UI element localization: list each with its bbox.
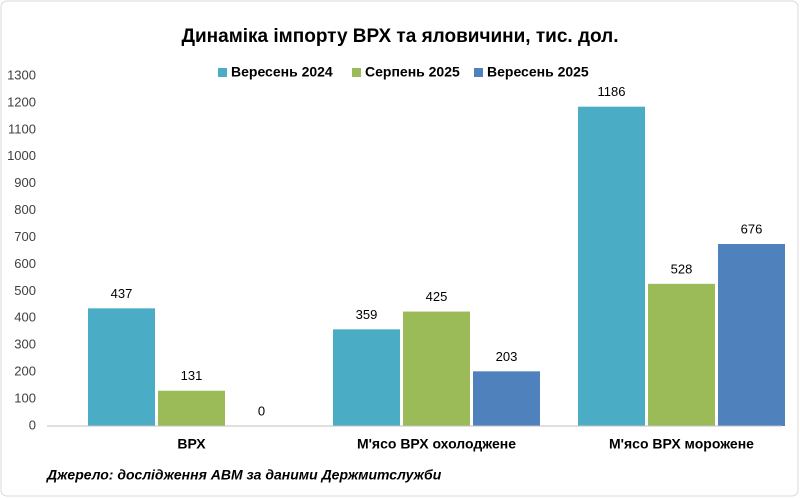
data-label: 528 — [671, 261, 693, 276]
bar — [473, 371, 540, 426]
legend-label: Серпень 2025 — [365, 64, 460, 80]
x-tick-label: М'ясо ВРХ охолоджене — [357, 436, 516, 452]
data-label: 203 — [496, 349, 518, 364]
y-tick-label: 1300 — [7, 67, 36, 82]
y-tick-label: 300 — [14, 337, 36, 352]
legend-swatch — [474, 68, 483, 77]
y-tick-label: 900 — [14, 175, 36, 190]
data-label: 425 — [426, 289, 448, 304]
bar — [578, 106, 645, 426]
data-label: 676 — [741, 221, 763, 236]
y-tick-label: 200 — [14, 364, 36, 379]
y-tick-label: 800 — [14, 202, 36, 217]
x-tick-label: М'ясо ВРХ морожене — [609, 436, 754, 452]
chart-title: Динаміка імпорту ВРХ та яловичини, тис. … — [181, 26, 618, 47]
data-label: 1186 — [598, 84, 626, 99]
bar — [718, 244, 785, 426]
data-label: 0 — [258, 403, 265, 418]
data-label: 131 — [181, 368, 203, 383]
y-tick-label: 1000 — [7, 148, 36, 163]
bar — [648, 283, 715, 426]
legend-label: Вересень 2025 — [487, 64, 589, 80]
bar — [333, 329, 400, 426]
y-tick-label: 600 — [14, 256, 36, 271]
data-label: 437 — [111, 286, 133, 301]
bar — [403, 311, 470, 426]
data-label: 359 — [356, 307, 378, 322]
y-tick-label: 700 — [14, 229, 36, 244]
legend-label: Вересень 2024 — [231, 64, 333, 80]
bar — [158, 390, 225, 426]
y-tick-label: 1100 — [8, 121, 36, 136]
bar — [88, 308, 155, 426]
y-tick-label: 400 — [14, 310, 36, 325]
y-tick-label: 1200 — [7, 94, 36, 109]
source-note: Джерело: дослідження АВМ за даними Держм… — [46, 467, 442, 483]
y-tick-label: 100 — [14, 391, 36, 406]
x-tick-label: ВРХ — [177, 436, 206, 452]
legend-swatch — [352, 68, 361, 77]
y-tick-label: 500 — [14, 283, 36, 298]
legend-swatch — [218, 68, 227, 77]
y-tick-label: 0 — [29, 417, 36, 432]
